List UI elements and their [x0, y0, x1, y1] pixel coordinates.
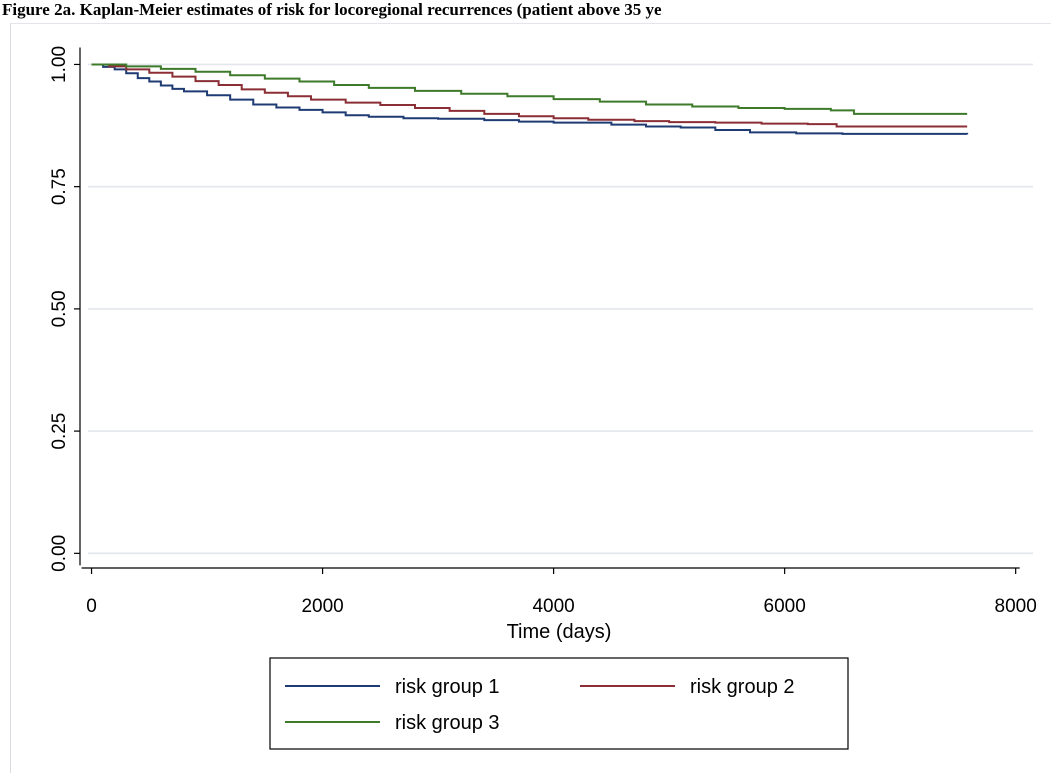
y-tick-label: 0.00	[49, 535, 70, 572]
y-tick-label: 0.75	[49, 168, 70, 205]
series-lines	[91, 63, 969, 135]
x-tick-label: 2000	[301, 596, 343, 617]
series-line-2	[91, 63, 968, 128]
axes: 0.00 0.25 0.50 0.75 1.00 0 2000 4000 6000 8000	[49, 46, 1037, 617]
series-line-3	[91, 63, 968, 115]
legend-label-2: risk group 2	[690, 676, 795, 698]
x-tick-label: 4000	[532, 596, 574, 617]
y-tick-label: 0.50	[49, 290, 70, 327]
y-tick-label: 0.25	[49, 413, 70, 450]
legend-label-3: risk group 3	[395, 712, 500, 734]
chart-frame	[10, 23, 1051, 773]
x-tick-label: 8000	[995, 596, 1037, 617]
series-line-1	[91, 63, 969, 135]
legend-label-1: risk group 1	[395, 676, 500, 698]
gridlines	[88, 63, 1033, 555]
x-axis-title: Time (days)	[507, 621, 612, 643]
legend-box	[269, 657, 849, 750]
x-tick-label: 0	[86, 596, 97, 617]
legend: risk group 1 risk group 2 risk group 3	[269, 657, 849, 750]
x-tick-label: 6000	[764, 596, 806, 617]
y-tick-label: 1.00	[49, 46, 70, 83]
figure-title: Figure 2a. Kaplan-Meier estimates of ris…	[2, 0, 662, 19]
